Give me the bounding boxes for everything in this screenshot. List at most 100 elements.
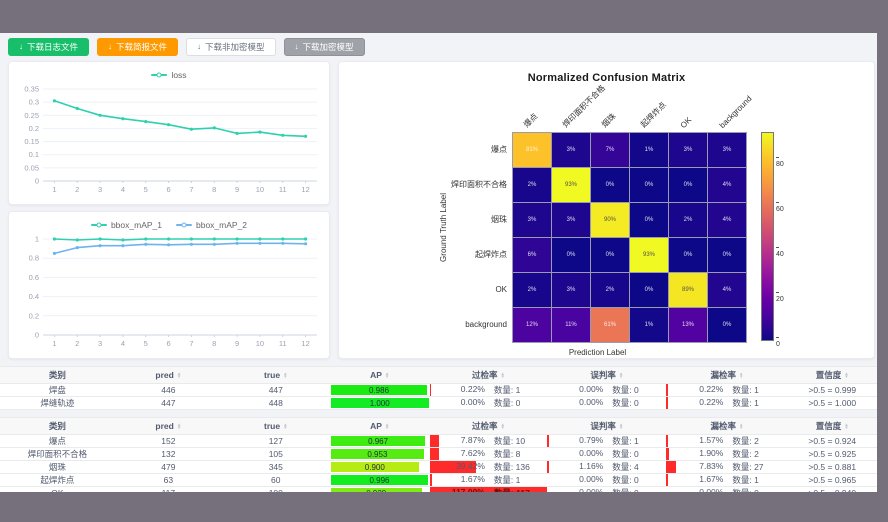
sort-carets[interactable]: ▲ ▼ (176, 370, 182, 379)
column-header-pred[interactable]: pred ▲ ▼ (114, 417, 222, 435)
column-label: 类别 (48, 421, 66, 431)
svg-text:11: 11 (279, 339, 287, 348)
cell-overdetect-rate: 7.62% 数量: 8 (429, 447, 548, 461)
rate-bar (666, 474, 669, 486)
svg-text:7: 7 (189, 339, 193, 348)
column-label: 误判率 (590, 370, 616, 380)
column-header-误判率[interactable]: 误判率 ▲ ▼ (547, 366, 667, 384)
cell-pred: 117 (114, 486, 222, 492)
column-header-误判率[interactable]: 误判率 ▲ ▼ (547, 417, 667, 435)
rate-bar (547, 461, 549, 473)
cm-cell: 93% (552, 168, 590, 202)
legend-label: bbox_mAP_1 (110, 220, 162, 230)
cm-row-label: background (465, 320, 507, 329)
column-header-类别: 类别 (0, 366, 115, 384)
cell-overdetect-rate: 0.00% 数量: 0 (429, 396, 548, 410)
sort-carets[interactable]: ▲ ▼ (739, 370, 744, 379)
cm-row-label: 烟珠 (491, 215, 507, 224)
cell-pred: 447 (114, 396, 222, 410)
cell-pred: 446 (114, 383, 222, 397)
cm-cell: 3% (552, 133, 590, 167)
sort-carets[interactable]: ▲ ▼ (500, 370, 505, 379)
cell-misjudge-rate: 0.00%数量: 0 (547, 473, 667, 487)
cell-true: 447 (221, 383, 330, 397)
cm-cell: 0% (708, 308, 746, 342)
cell-confidence: >0.5 = 0.999 (787, 383, 877, 397)
download-icon: ↓ (19, 42, 23, 51)
confusion-matrix-plot: Ground Truth Label 爆点 焊印面积不合格 烟珠 起焊炸点 OK back… (439, 83, 784, 357)
column-header-AP[interactable]: AP ▲ ▼ (329, 417, 430, 435)
sort-carets[interactable]: ▲ ▼ (283, 421, 288, 430)
svg-text:5: 5 (144, 185, 148, 194)
column-header-置信度[interactable]: 置信度 ▲ ▼ (787, 366, 877, 384)
download-report-button[interactable]: ↓ 下载简报文件 (97, 38, 179, 56)
map-line-chart: 00.20.40.60.811 2 3 4 5 6 7 8 9 10 11 12 (29, 235, 317, 348)
confusion-matrix-title: Normalized Confusion Matrix (527, 72, 686, 84)
rate-bar (429, 461, 476, 473)
legend-marker (176, 222, 192, 228)
column-header-true[interactable]: true ▲ ▼ (221, 417, 330, 435)
table-row: 焊缝轨迹 447 448 1.000 0.00% 数量: 0 0.00% 数量: 0 0.22%… (0, 396, 877, 410)
download-encrypted-model-button[interactable]: ↓ 下载加密模型 (283, 38, 365, 56)
column-header-置信度[interactable]: 置信度 ▲ ▼ (787, 417, 877, 435)
cm-col-label: 爆点 (521, 111, 540, 130)
cell-pred: 63 (114, 473, 222, 487)
cell-true: 105 (221, 447, 330, 461)
svg-text:7: 7 (189, 185, 193, 194)
summary-table-group-1: 类别 pred ▲ ▼ true ▲ ▼ AP ▲ ▼ 过检率 ▲ ▼ 误判率 ▲ ▼ 漏检率 ▲ ▼ 置信度 ▲ ▼ 焊盘… (0, 366, 877, 410)
sort-carets[interactable]: ▲ ▼ (384, 370, 390, 379)
colorbar-gradient (761, 132, 774, 341)
svg-text:9: 9 (235, 339, 239, 348)
sort-carets[interactable]: ▲ ▼ (384, 421, 390, 430)
legend-item-bbox_mAP_2[interactable]: bbox_mAP_2 (176, 220, 247, 230)
sort-carets[interactable]: ▲ ▼ (500, 421, 505, 430)
prediction-axis-label: Prediction Label (568, 348, 627, 357)
charts-row: loss 0 0.05 0.1 0.15 0.2 0.25 0.3 0.35 1 2 3 4 5 6 7 8 9… (0, 61, 877, 359)
cm-cell: 2% (669, 203, 707, 237)
sort-carets[interactable]: ▲ ▼ (283, 370, 288, 379)
download-unencrypted-model-button[interactable]: ↓ 下载非加密模型 (186, 38, 276, 56)
column-header-true[interactable]: true ▲ ▼ (221, 366, 330, 384)
cell-ap: 0.929 (329, 486, 430, 492)
cell-misjudge-rate: 0.00%数量: 0 (547, 486, 667, 492)
cm-cell: 1% (630, 308, 668, 342)
ap-bar: 0.996 (330, 475, 429, 485)
colorbar-tick: 80 (776, 154, 784, 168)
column-header-过检率[interactable]: 过检率 ▲ ▼ (429, 366, 548, 384)
sort-carets[interactable]: ▲ ▼ (739, 421, 744, 430)
sort-carets[interactable]: ▲ ▼ (618, 421, 624, 430)
sort-carets[interactable]: ▲ ▼ (844, 370, 849, 379)
cm-cell: 4% (708, 273, 746, 307)
cm-col-label: background (717, 94, 754, 130)
cell-overdetect-rate: 117.00%数量: 117 (429, 486, 548, 492)
column-header-漏检率[interactable]: 漏检率 ▲ ▼ (666, 366, 788, 384)
svg-text:0: 0 (35, 177, 39, 186)
sort-carets[interactable]: ▲ ▼ (844, 421, 849, 430)
ap-bar: 0.929 (330, 488, 422, 492)
cm-cell: 0% (669, 238, 707, 272)
column-label: pred (155, 370, 174, 380)
column-header-漏检率[interactable]: 漏检率 ▲ ▼ (666, 417, 788, 435)
sort-carets[interactable]: ▲ ▼ (176, 421, 182, 430)
rate-bar (666, 448, 669, 460)
svg-text:3: 3 (98, 185, 102, 194)
column-header-pred[interactable]: pred ▲ ▼ (114, 366, 222, 384)
rate-bar (429, 435, 439, 447)
cell-misjudge-rate: 0.00%数量: 0 (547, 383, 667, 397)
button-label: 下载非加密模型 (205, 42, 265, 52)
legend-item-bbox_mAP_1[interactable]: bbox_mAP_1 (90, 220, 162, 230)
cm-cell: 2% (513, 273, 551, 307)
column-header-AP[interactable]: AP ▲ ▼ (329, 366, 430, 384)
cm-cell: 0% (630, 168, 668, 202)
legend-item-loss[interactable]: loss (151, 70, 187, 80)
metrics-tables: 类别 pred ▲ ▼ true ▲ ▼ AP ▲ ▼ 过检率 ▲ ▼ 误判率 ▲ ▼ 漏检率 ▲ ▼ 置信度 ▲ ▼ 焊盘… (0, 366, 877, 492)
cm-row-label: OK (495, 285, 507, 294)
colorbar-tick: 0 (776, 334, 781, 348)
sort-carets[interactable]: ▲ ▼ (618, 370, 624, 379)
svg-text:0.35: 0.35 (24, 85, 39, 94)
cm-cell: 0% (669, 168, 707, 202)
column-header-过检率[interactable]: 过检率 ▲ ▼ (429, 417, 548, 435)
cell-miss-rate: 1.57% 数量: 2 (666, 434, 788, 448)
download-log-button[interactable]: ↓ 下载日志文件 (8, 38, 90, 56)
